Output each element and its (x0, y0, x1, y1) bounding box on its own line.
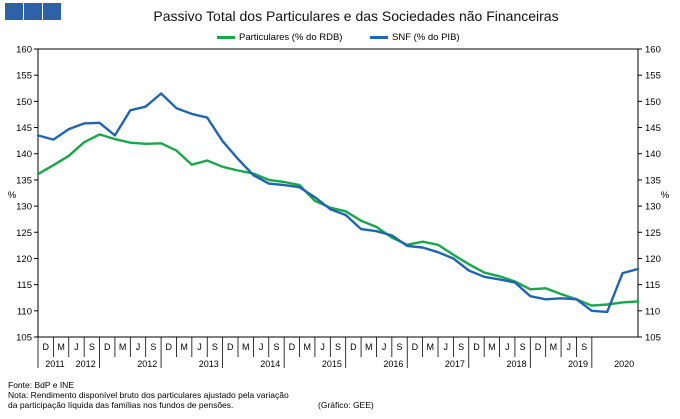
x-quarter-label-17: M (303, 342, 311, 352)
logo-square-3 (43, 3, 61, 20)
x-quarter-label-26: J (443, 342, 448, 352)
footer-note-line1: Nota: Rendimento disponível bruto dos pa… (8, 390, 289, 400)
x-quarter-label-34: J (567, 342, 572, 352)
x-quarter-label-3: S (89, 342, 95, 352)
x-year-label-2: 2012 (137, 359, 157, 369)
x-quarter-label-6: J (136, 342, 141, 352)
y-tick-label-left-1: 110 (17, 306, 32, 317)
x-quarter-label-4: D (104, 342, 111, 352)
x-quarter-label-18: J (320, 342, 325, 352)
x-quarter-label-7: S (150, 342, 156, 352)
series-line-particulares (36, 133, 640, 307)
x-quarter-label-14: J (259, 342, 264, 352)
x-quarter-label-33: M (550, 342, 558, 352)
y-tick-label-left-0: 105 (16, 333, 32, 344)
y-tick-label-right-2: 115 (645, 280, 660, 291)
x-quarter-label-28: D (473, 342, 480, 352)
x-quarter-label-27: S (458, 342, 464, 352)
y-tick-label-right-0: 105 (645, 333, 661, 344)
chart-title: Passivo Total dos Particulares e das Soc… (153, 8, 559, 24)
legend-item-snf: SNF (% do PIB) (370, 32, 460, 43)
y-tick-label-left-2: 115 (17, 280, 32, 291)
legend-swatch-particulares (217, 36, 235, 39)
footer-source: Fonte: BdP e INE (8, 380, 74, 390)
x-quarter-label-13: M (242, 342, 250, 352)
footer-credit: (Gráfico: GEE) (318, 400, 374, 410)
x-quarter-label-19: S (335, 342, 341, 352)
x-quarter-label-35: S (581, 342, 587, 352)
x-quarter-label-8: D (166, 342, 173, 352)
x-quarter-label-22: J (382, 342, 387, 352)
x-quarter-label-2: J (74, 342, 79, 352)
legend-swatch-snf (370, 36, 388, 39)
y-tick-label-right-9: 150 (645, 97, 661, 108)
y-tick-label-left-10: 155 (16, 71, 32, 82)
y-tick-label-right-1: 110 (645, 306, 660, 317)
x-quarter-label-24: D (412, 342, 419, 352)
x-quarter-label-9: M (180, 342, 188, 352)
x-quarter-label-20: D (350, 342, 357, 352)
x-quarter-label-5: M (119, 342, 127, 352)
y-tick-label-left-9: 150 (16, 97, 32, 108)
legend-item-particulares: Particulares (% do RDB) (217, 32, 342, 43)
x-quarter-label-23: S (397, 342, 403, 352)
series-line-snf (36, 92, 640, 314)
footer: Fonte: BdP e INE Nota: Rendimento dispon… (8, 380, 374, 410)
x-quarter-label-21: M (365, 342, 373, 352)
y-tick-label-right-3: 120 (645, 254, 661, 265)
x-year-label-0: 2011 (45, 359, 64, 369)
x-year-label-7: 2017 (445, 359, 465, 369)
x-quarter-label-29: M (488, 342, 496, 352)
y-tick-label-right-4: 125 (645, 228, 661, 239)
y-tick-label-right-10: 155 (645, 71, 661, 82)
y-tick-label-left-3: 120 (16, 254, 32, 265)
x-quarter-label-12: D (227, 342, 234, 352)
legend-label-snf: SNF (% do PIB) (392, 32, 460, 43)
x-quarter-label-16: D (289, 342, 296, 352)
x-quarter-label-0: D (42, 342, 49, 352)
line-chart: 105 105 110 110 115 115 120 120 125 125 130 130 135 1… (8, 45, 670, 370)
y-tick-label-right-5: 130 (645, 202, 661, 213)
x-quarter-label-32: D (535, 342, 542, 352)
x-year-label-5: 2015 (322, 359, 342, 369)
x-quarter-label-1: M (57, 342, 65, 352)
x-year-label-10: 2020 (614, 359, 634, 369)
x-quarter-label-25: M (427, 342, 435, 352)
y-tick-label-right-7: 140 (645, 149, 661, 160)
logo-square-2 (24, 3, 42, 20)
y-axis-label-right: % (661, 190, 670, 201)
x-quarter-label-15: S (273, 342, 279, 352)
x-quarter-label-10: J (197, 342, 202, 352)
x-year-label-1: 2012 (76, 359, 96, 369)
y-tick-label-left-6: 135 (16, 175, 32, 186)
y-tick-label-right-6: 135 (645, 175, 661, 186)
y-tick-label-left-5: 130 (16, 202, 32, 213)
x-quarter-label-11: S (212, 342, 218, 352)
y-tick-label-right-8: 145 (645, 123, 661, 134)
y-tick-label-left-8: 145 (16, 123, 32, 134)
y-tick-label-right-11: 160 (645, 45, 661, 56)
x-year-label-8: 2018 (506, 359, 526, 369)
plot-frame (37, 48, 639, 338)
footer-note-line2: da participação líquida das famílias nos… (8, 400, 234, 410)
x-year-label-3: 2013 (199, 359, 219, 369)
y-tick-label-left-4: 125 (16, 228, 32, 239)
y-axis-label-left: % (8, 190, 17, 201)
y-tick-label-left-7: 140 (16, 149, 32, 160)
y-tick-label-left-11: 160 (16, 45, 32, 56)
x-quarter-label-31: S (520, 342, 526, 352)
x-year-label-4: 2014 (260, 359, 280, 369)
x-year-label-9: 2019 (568, 359, 588, 369)
x-year-label-6: 2016 (383, 359, 403, 369)
legend-label-particulares: Particulares (% do RDB) (239, 32, 343, 43)
x-quarter-label-30: J (505, 342, 510, 352)
logo-square-1 (5, 3, 23, 20)
